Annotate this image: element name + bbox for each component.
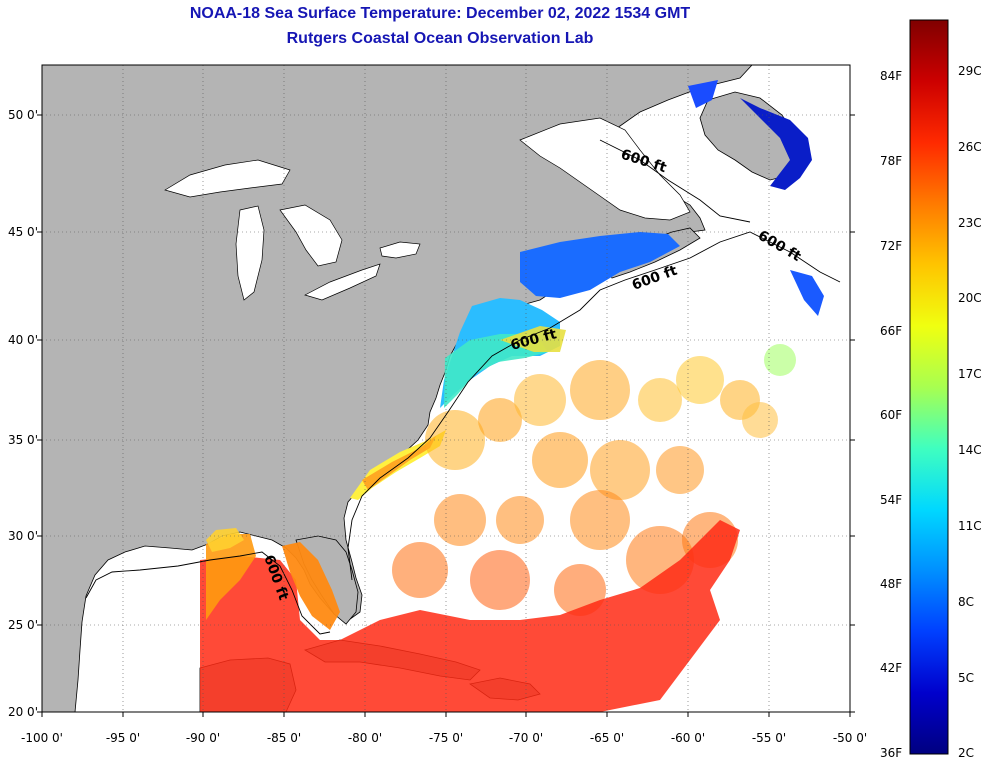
colorbar-celsius-label: 29C (958, 64, 982, 78)
sst-gulf-coast-yellow (206, 528, 244, 552)
lon-tick-label: -70 0' (509, 731, 543, 745)
contour-600ft-gulf (85, 551, 331, 635)
lon-tick-label: -50 0' (833, 731, 867, 745)
sst-grand-banks (790, 270, 824, 316)
sst-patch (570, 490, 630, 550)
gulf-of-st-lawrence (519, 117, 691, 221)
colorbar-fahrenheit-label: 78F (880, 154, 902, 168)
colorbar-celsius-label: 17C (958, 367, 982, 381)
colorbar-labels: 84F 78F 72F 66F 60F 54F 48F 42F 36F 29C 26C 23C 20C 1… (880, 64, 982, 760)
colorbar-fahrenheit-label: 36F (880, 746, 902, 760)
colorbar-celsius-label: 11C (958, 519, 982, 533)
lat-tick-label: 40 0' (8, 333, 38, 347)
sst-shelf-green (444, 334, 548, 408)
sst-patch (656, 446, 704, 494)
lat-tick-label: 50 0' (8, 108, 38, 122)
sst-patch (478, 398, 522, 442)
lon-tick-label: -100 0' (21, 731, 63, 745)
colorbar-celsius-label: 14C (958, 443, 982, 457)
sst-newfoundland-coast (740, 98, 812, 190)
colorbar-fahrenheit-label: 84F (880, 69, 902, 83)
sst-patch (764, 344, 796, 376)
lat-tick-label: 35 0' (8, 433, 38, 447)
lat-tick-label: 45 0' (8, 225, 38, 239)
colorbar-fahrenheit-label: 66F (880, 324, 902, 338)
lon-tick-label: -75 0' (429, 731, 463, 745)
colorbar-fahrenheit-label: 42F (880, 661, 902, 675)
lon-tick-label: -80 0' (348, 731, 382, 745)
map-subtitle: Rutgers Coastal Ocean Observation Lab (286, 30, 594, 47)
contour-600ft-shelf (599, 139, 751, 223)
bathymetry-contours (85, 139, 841, 635)
sst-patch (434, 494, 486, 546)
sst-patch (470, 550, 530, 610)
lon-tick-label: -90 0' (186, 731, 220, 745)
sst-patch (496, 496, 544, 544)
lon-tick-label: -65 0' (590, 731, 624, 745)
lat-tick-label: 30 0' (8, 529, 38, 543)
colorbar-celsius-label: 2C (958, 746, 974, 760)
sst-patch (392, 542, 448, 598)
colorbar-celsius-label: 5C (958, 671, 974, 685)
lon-tick-label: -85 0' (267, 731, 301, 745)
sst-patch (638, 378, 682, 422)
lake-superior (164, 159, 291, 198)
north-america-landmass (42, 65, 753, 712)
sst-west-florida-shelf (282, 542, 340, 630)
lake-erie (304, 263, 381, 301)
colorbar-fahrenheit-label: 48F (880, 577, 902, 591)
colorbar-fahrenheit-label: 72F (880, 239, 902, 253)
sst-patch (514, 374, 566, 426)
colorbar-celsius-label: 23C (958, 216, 982, 230)
lon-tick-label: -60 0' (671, 731, 705, 745)
sst-patch (590, 440, 650, 500)
sst-slope-yellow (500, 326, 566, 352)
map-title: NOAA-18 Sea Surface Temperature: Decembe… (189, 5, 691, 22)
sst-patch (676, 356, 724, 404)
colorbar-celsius-label: 20C (958, 291, 982, 305)
sst-southern-warm-band (200, 520, 740, 712)
lon-tick-label: -55 0' (752, 731, 786, 745)
colorbar-fahrenheit-label: 54F (880, 493, 902, 507)
latitude-axis-labels: 50 0' 45 0' 40 0' 35 0' 30 0' 25 0' 20 0' (8, 108, 855, 719)
longitude-axis-labels: -100 0' -95 0' -90 0' -85 0' -80 0' -75 0' -70… (21, 712, 867, 745)
lat-tick-label: 20 0' (8, 705, 38, 719)
lake-ontario (379, 241, 421, 259)
lon-tick-label: -95 0' (106, 731, 140, 745)
colorbar-fahrenheit-label: 60F (880, 408, 902, 422)
lat-tick-label: 25 0' (8, 618, 38, 632)
colorbar-celsius-label: 8C (958, 595, 974, 609)
sst-labrador (688, 80, 718, 108)
sst-patch (570, 360, 630, 420)
colorbar-celsius-label: 26C (958, 140, 982, 154)
sst-gulf-of-maine (520, 232, 680, 298)
lake-huron (279, 204, 343, 267)
sst-patch (532, 432, 588, 488)
temperature-colorbar (909, 19, 949, 755)
contour-600ft-atlantic (347, 231, 841, 581)
lat-lon-grid (42, 65, 850, 712)
sst-patch (742, 402, 778, 438)
lake-michigan (235, 205, 265, 301)
